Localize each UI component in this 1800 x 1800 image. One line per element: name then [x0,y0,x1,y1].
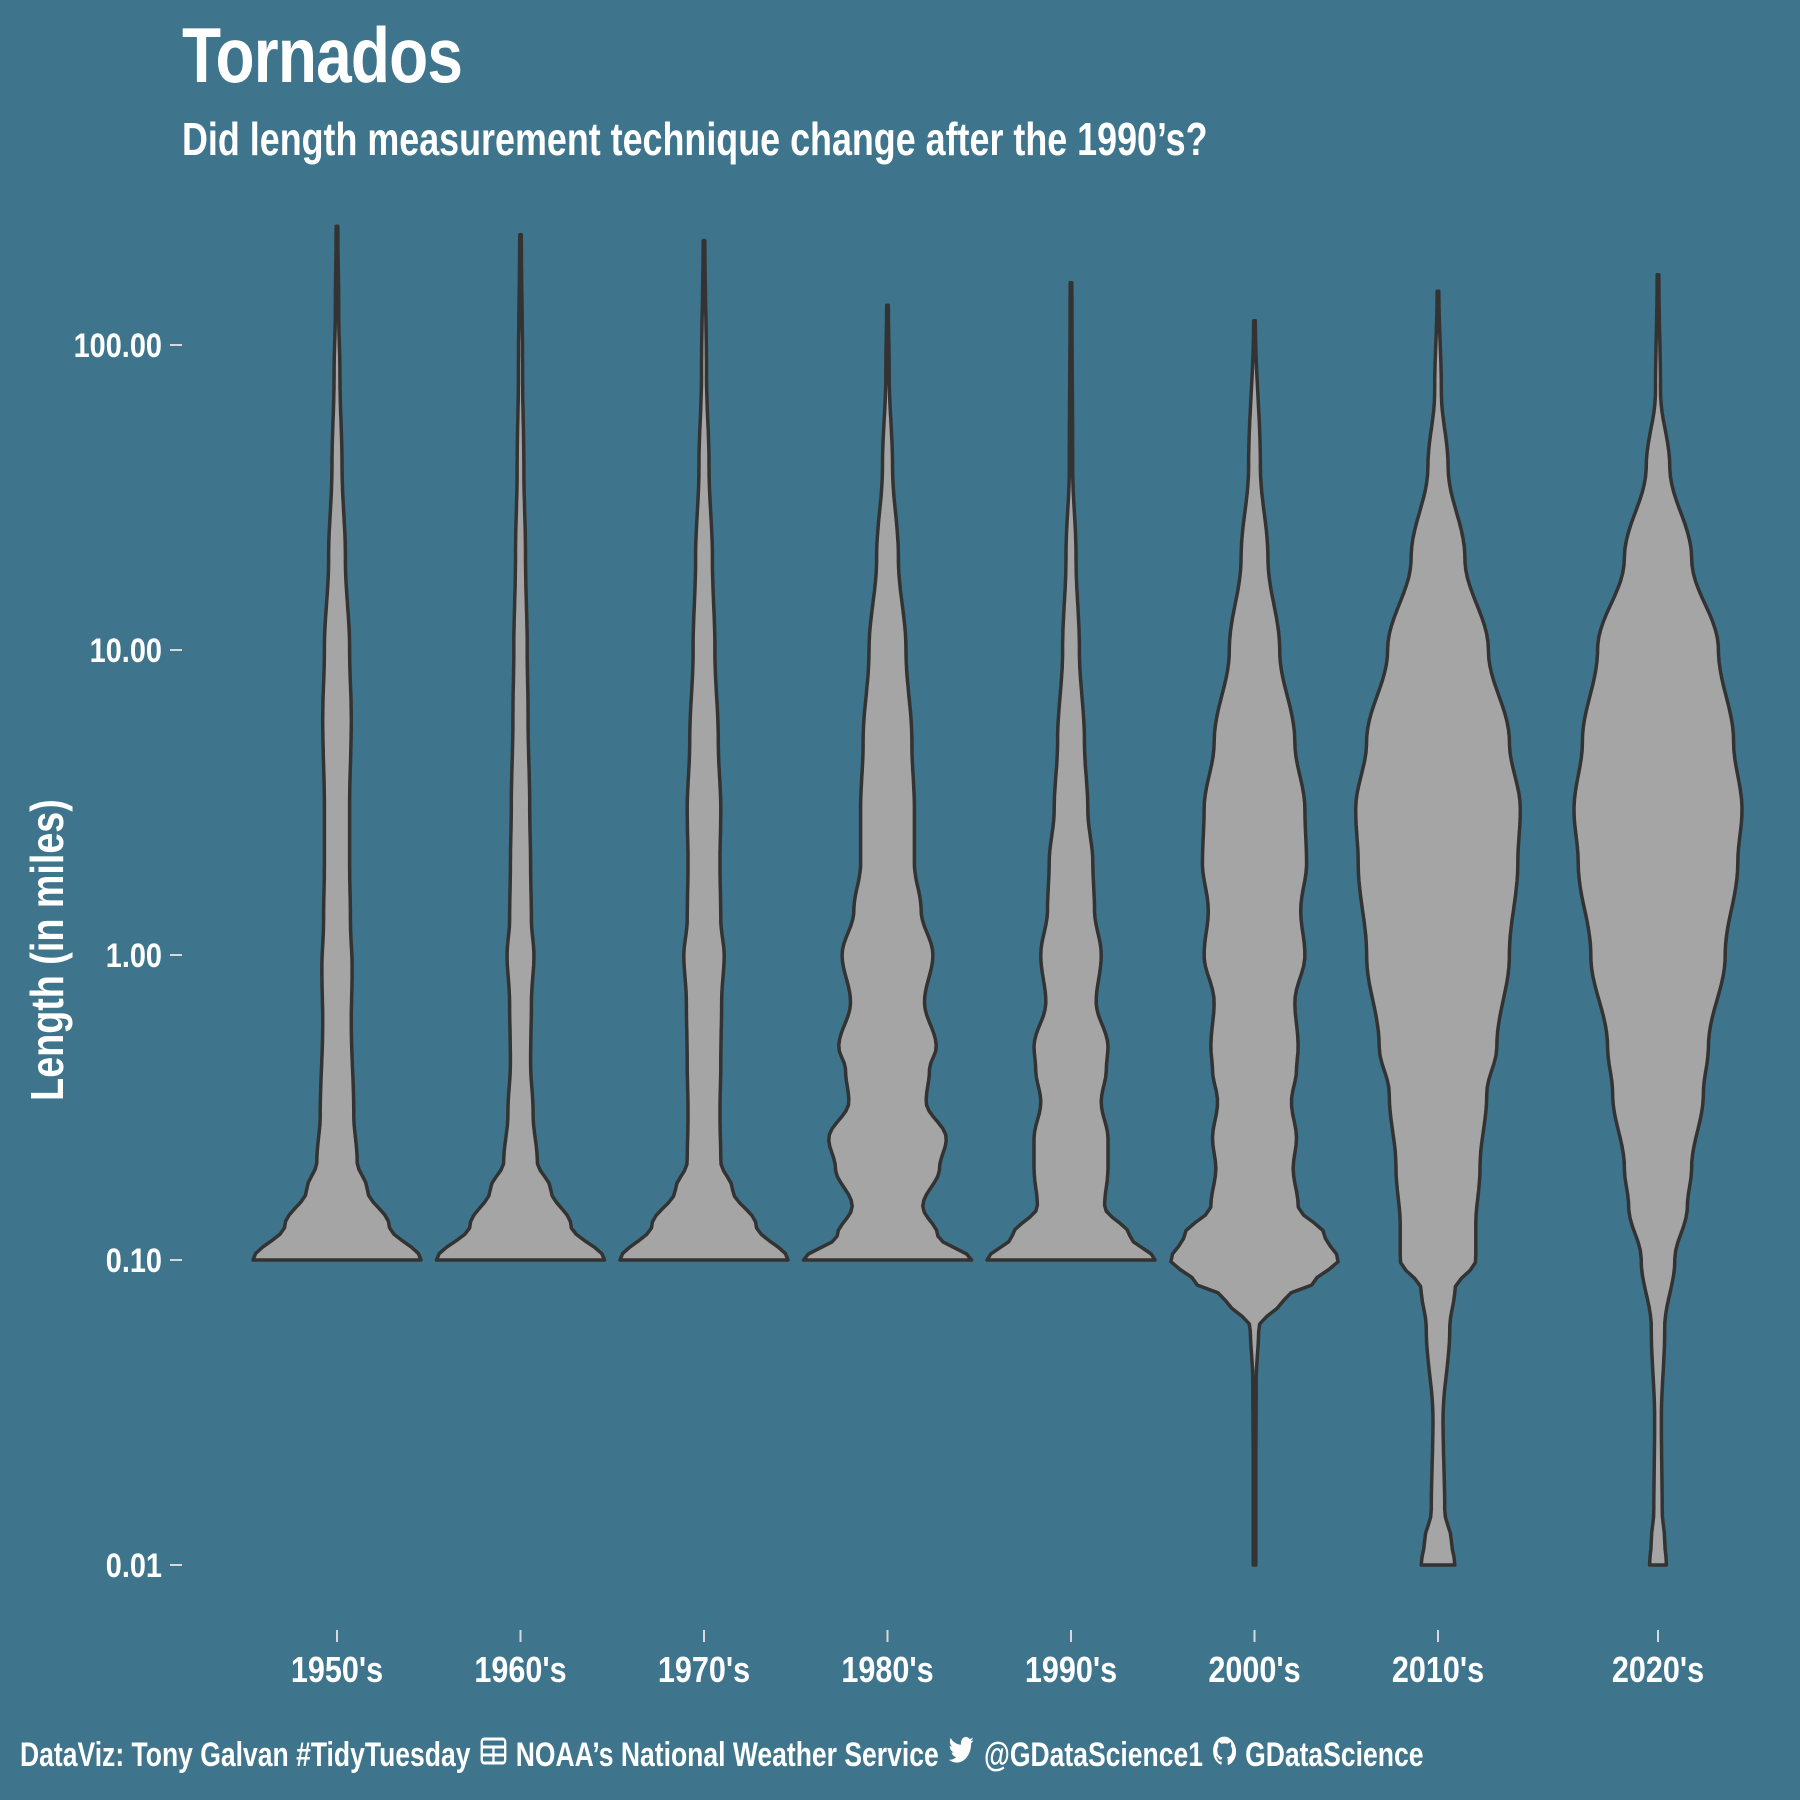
y-tick-label: 1.00 [106,936,162,975]
chart-subtitle: Did length measurement technique change … [182,113,1208,165]
violin-1980s [801,303,974,1262]
caption-github: GDataScience [1245,1736,1424,1774]
x-tick-label: 1950's [291,1651,383,1691]
x-tick-label: 1980's [841,1651,933,1691]
caption-twitter: @GDataScience1 [983,1736,1203,1774]
x-tick-label: 2010's [1392,1651,1484,1691]
violin-1960s [434,232,607,1262]
caption: DataViz: Tony Galvan #TidyTuesday NOAA’s… [20,1736,1423,1775]
x-tick-label: 1970's [658,1651,750,1691]
x-tick-label: 1990's [1025,1651,1117,1691]
caption-author: DataViz: Tony Galvan #TidyTuesday [20,1736,471,1774]
caption-source: NOAA’s National Weather Service [515,1736,939,1774]
violin-2000s [1169,319,1340,1567]
github-icon [1212,1736,1236,1775]
x-tick-label: 2020's [1612,1651,1704,1691]
violin-1970s [618,238,790,1262]
y-tick-label: 10.00 [90,631,162,670]
y-tick-label: 100.00 [74,326,162,365]
violin-2020s [1572,272,1744,1567]
y-axis: 0.01 0.10 1.00 10.00 100.00 [74,326,182,1585]
y-tick-label: 0.01 [106,1546,162,1585]
violins [251,224,1744,1567]
violin-1990s [985,280,1157,1262]
y-axis-label: Length (in miles) [21,799,72,1101]
chart-title: Tornados [182,11,463,99]
y-tick-label: 0.10 [106,1241,162,1280]
table-icon [480,1736,507,1775]
x-tick-label: 2000's [1208,1651,1300,1691]
x-tick-label: 1960's [474,1651,566,1691]
violin-1950s [251,224,423,1262]
x-axis: 1950's 1960's 1970's 1980's 1990's 2000's 2010… [291,1630,1704,1691]
twitter-icon [948,1736,975,1775]
y-axis-label-group: Length (in miles) [21,799,72,1101]
violin-2010s [1353,289,1523,1567]
